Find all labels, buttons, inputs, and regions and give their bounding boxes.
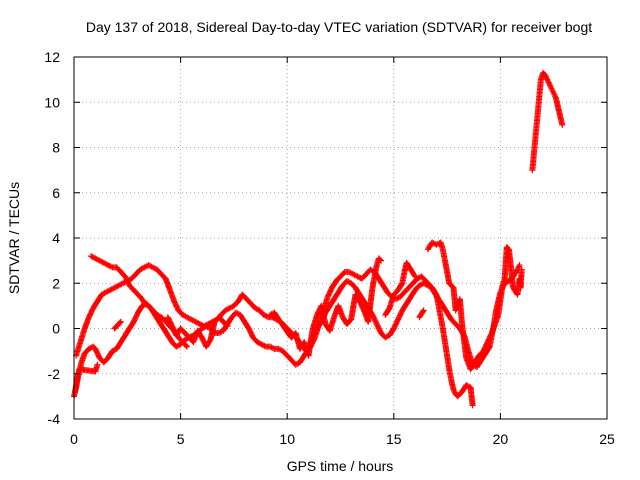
chart-title: Day 137 of 2018, Sidereal Day-to-day VTE… bbox=[86, 19, 592, 35]
data-point bbox=[419, 308, 426, 315]
data-points bbox=[71, 69, 566, 409]
x-axis-label: GPS time / hours bbox=[287, 458, 394, 474]
data-point bbox=[182, 342, 189, 349]
data-point bbox=[117, 318, 124, 325]
data-point bbox=[376, 256, 383, 263]
y-tick-label: 2 bbox=[52, 275, 60, 291]
plot-frame bbox=[73, 56, 608, 420]
data-point bbox=[518, 266, 525, 273]
y-tick-label: -2 bbox=[48, 366, 61, 382]
y-tick-label: 8 bbox=[52, 140, 60, 156]
y-tick-label: 12 bbox=[44, 49, 60, 65]
data-point bbox=[378, 257, 385, 264]
x-tick-label: 20 bbox=[493, 431, 509, 447]
data-point bbox=[420, 307, 427, 314]
data-point bbox=[94, 361, 101, 368]
axis-ticks: 0 5 10 15 20 25 -4 -2 0 2 4 6 8 10 12 bbox=[44, 49, 615, 447]
y-tick-label: 6 bbox=[52, 185, 60, 201]
data-point bbox=[411, 272, 418, 279]
grid-lines bbox=[74, 57, 607, 419]
x-tick-label: 0 bbox=[70, 431, 78, 447]
data-point bbox=[223, 322, 230, 329]
data-point bbox=[516, 262, 523, 269]
y-tick-label: -4 bbox=[48, 411, 61, 427]
x-tick-label: 15 bbox=[386, 431, 402, 447]
y-axis-label: SDTVAR / TECUs bbox=[6, 182, 22, 294]
y-tick-label: 10 bbox=[44, 94, 60, 110]
x-tick-label: 10 bbox=[279, 431, 295, 447]
data-point bbox=[469, 402, 476, 409]
data-point bbox=[183, 343, 190, 350]
data-point bbox=[559, 121, 566, 128]
data-point bbox=[116, 319, 123, 326]
x-tick-label: 5 bbox=[177, 431, 185, 447]
y-tick-label: 0 bbox=[52, 321, 60, 337]
data-point bbox=[412, 273, 419, 280]
x-tick-label: 25 bbox=[599, 431, 615, 447]
y-tick-label: 4 bbox=[52, 230, 60, 246]
data-point bbox=[224, 323, 231, 330]
